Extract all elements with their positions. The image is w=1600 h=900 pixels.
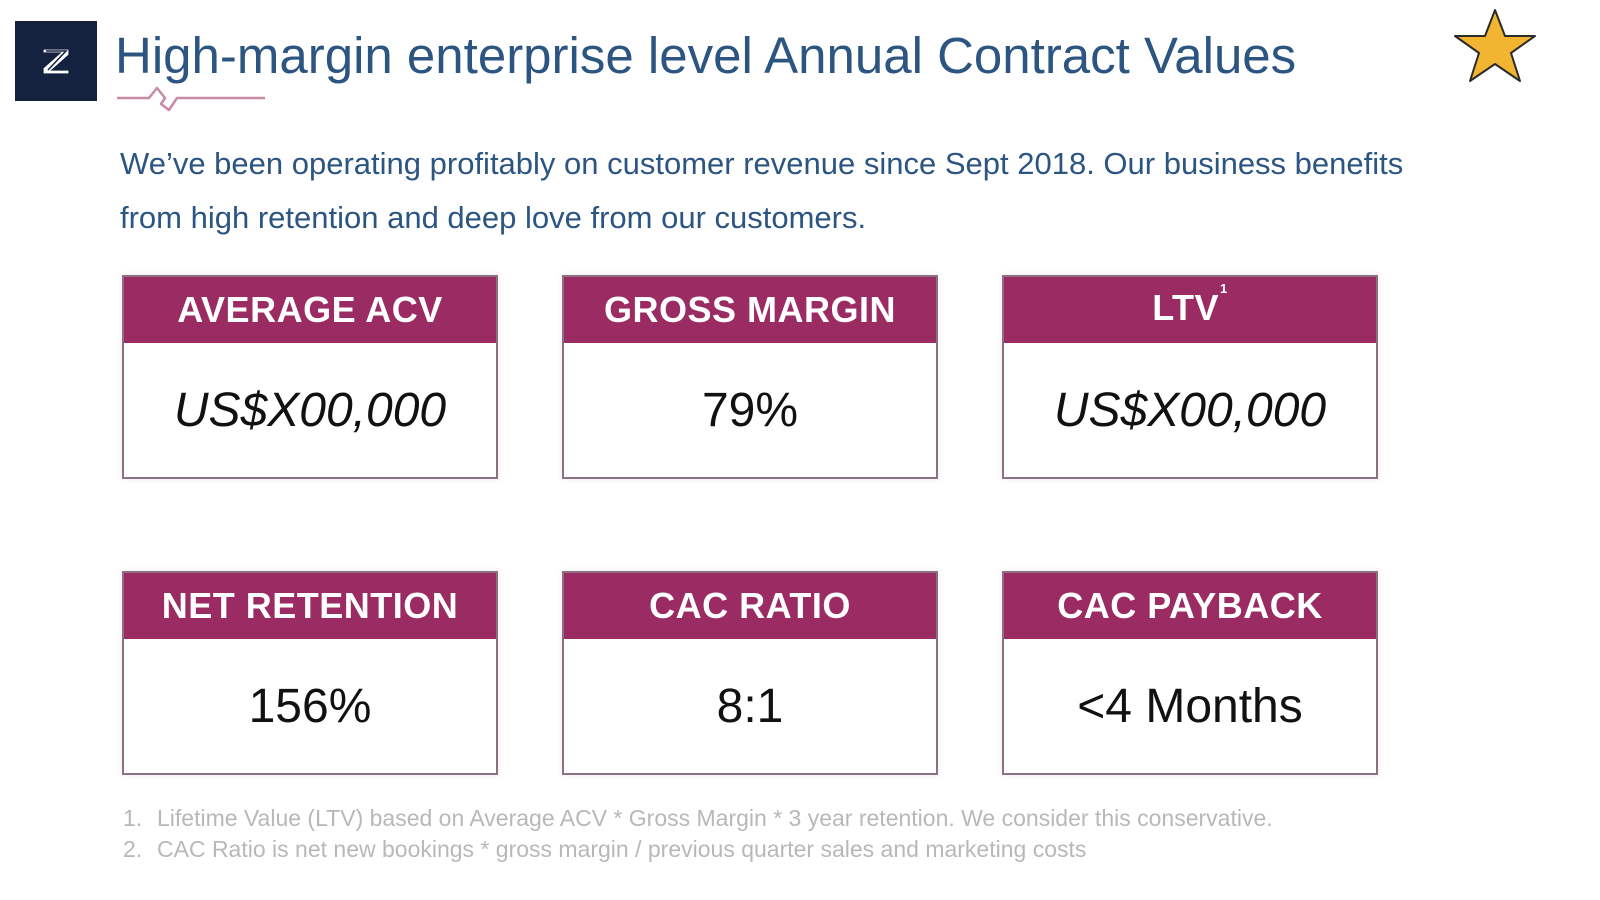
metric-card-cac-payback: CAC PAYBACK <4 Months <box>1002 571 1378 775</box>
metric-value: 156% <box>248 679 372 733</box>
metric-value: 79% <box>701 383 799 437</box>
metric-label-container: LTV 1 <box>1004 277 1376 343</box>
metric-label: NET RETENTION <box>124 573 496 639</box>
metric-label: CAC PAYBACK <box>1004 573 1376 639</box>
metric-card-gross-margin: GROSS MARGIN 79% <box>562 275 938 479</box>
page-title: High-margin enterprise level Annual Cont… <box>115 27 1297 84</box>
metric-value: US$X00,000 <box>1053 383 1327 437</box>
metric-card-net-retention: NET RETENTION 156% <box>122 571 498 775</box>
metric-value: <4 Months <box>1077 679 1303 733</box>
metric-label: CAC RATIO <box>564 573 936 639</box>
footnotes: 1. Lifetime Value (LTV) based on Average… <box>123 803 1273 865</box>
footnote-item: 1. Lifetime Value (LTV) based on Average… <box>123 803 1273 834</box>
metric-card-average-acv: AVERAGE ACV US$X00,000 <box>122 275 498 479</box>
company-logo <box>15 21 97 101</box>
metric-card-ltv: LTV 1 US$X00,000 <box>1002 275 1378 479</box>
footnote-marker: 1 <box>1220 281 1228 296</box>
footnote-text: CAC Ratio is net new bookings * gross ma… <box>157 836 1087 862</box>
metric-label: AVERAGE ACV <box>124 277 496 343</box>
metric-value: 8:1 <box>716 679 784 733</box>
footnote-item: 2. CAC Ratio is net new bookings * gross… <box>123 834 1273 865</box>
intro-paragraph: We’ve been operating profitably on custo… <box>120 146 1404 235</box>
footnote-text: Lifetime Value (LTV) based on Average AC… <box>157 805 1273 831</box>
title-heartbeat-underline-icon <box>117 86 265 112</box>
metric-card-cac-ratio: CAC RATIO 8:1 <box>562 571 938 775</box>
footnote-number: 2. <box>123 836 143 862</box>
metric-value: US$X00,000 <box>173 383 447 437</box>
footnote-number: 1. <box>123 805 143 831</box>
star-icon <box>1454 9 1536 82</box>
metric-label: LTV <box>1152 287 1220 328</box>
metric-label: GROSS MARGIN <box>564 277 936 343</box>
logo-z-icon <box>42 48 70 75</box>
